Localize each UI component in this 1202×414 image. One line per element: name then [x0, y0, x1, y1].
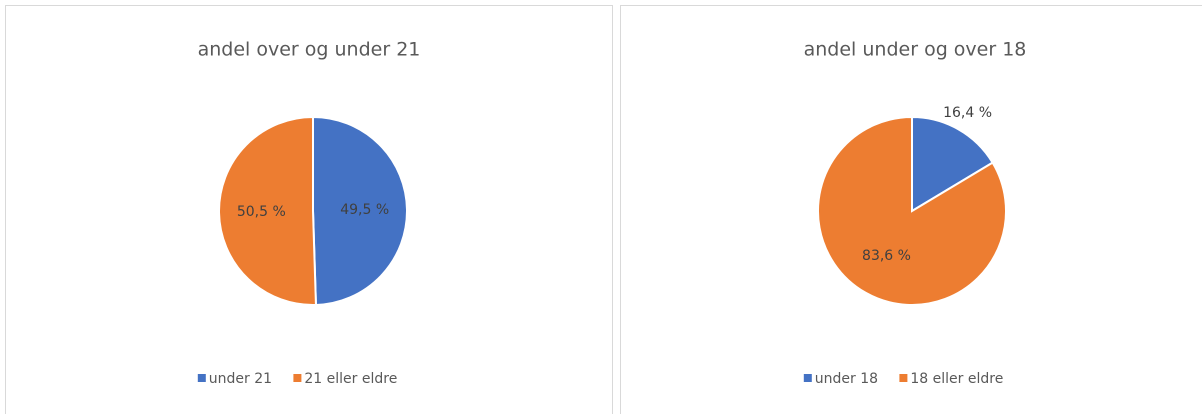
legend-label: under 21 — [209, 371, 272, 387]
legend-swatch — [197, 374, 206, 382]
pie-slice — [911, 115, 994, 213]
data-label: 49,5 % — [340, 202, 389, 218]
legend-label: under 18 — [815, 371, 878, 387]
data-label: 83,6 % — [862, 248, 911, 264]
legend-swatch — [803, 374, 812, 382]
pie-slice — [817, 115, 1007, 306]
chart-title: andel under og over 18 — [804, 39, 1027, 61]
legend-label: 21 eller eldre — [304, 371, 397, 387]
legend-swatch — [293, 374, 302, 382]
pie-slice — [312, 115, 408, 306]
pie-slice — [218, 115, 317, 306]
data-label: 16,4 % — [943, 105, 992, 121]
chart-title: andel over og under 21 — [198, 39, 421, 61]
legend-swatch — [899, 374, 908, 382]
legend-label: 18 eller eldre — [910, 371, 1003, 387]
data-label: 50,5 % — [237, 204, 286, 220]
